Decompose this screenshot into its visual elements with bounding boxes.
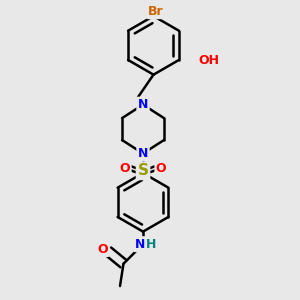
Text: O: O: [120, 162, 130, 175]
Text: S: S: [137, 164, 148, 178]
Text: O: O: [97, 243, 108, 256]
Text: N: N: [138, 98, 148, 111]
Text: O: O: [156, 162, 166, 175]
Text: H: H: [146, 238, 157, 251]
Text: N: N: [138, 147, 148, 160]
Text: Br: Br: [148, 5, 164, 18]
Text: OH: OH: [198, 53, 219, 67]
Text: N: N: [135, 238, 146, 251]
